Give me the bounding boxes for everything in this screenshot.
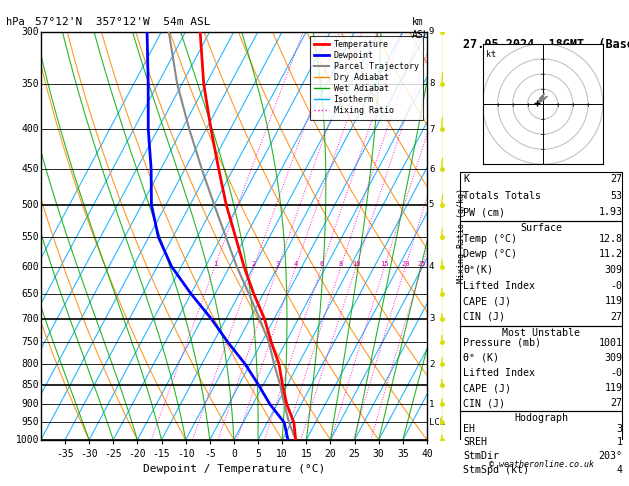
Text: 300: 300 [21, 27, 39, 36]
Text: 25: 25 [418, 260, 426, 267]
Text: 1: 1 [616, 437, 623, 448]
Text: 400: 400 [21, 124, 39, 134]
Text: 309: 309 [604, 353, 623, 363]
Text: 15: 15 [381, 260, 389, 267]
Text: 3: 3 [276, 260, 280, 267]
Text: CIN (J): CIN (J) [463, 398, 505, 408]
Text: 4: 4 [429, 262, 434, 271]
Text: 1: 1 [213, 260, 217, 267]
Text: 10: 10 [352, 260, 360, 267]
Text: © weatheronline.co.uk: © weatheronline.co.uk [489, 460, 594, 469]
Text: EH: EH [463, 423, 475, 434]
Text: 27: 27 [611, 174, 623, 185]
Text: 12.8: 12.8 [598, 234, 623, 243]
Text: 1.93: 1.93 [598, 207, 623, 217]
Text: 1001: 1001 [598, 338, 623, 348]
Text: LCL: LCL [429, 418, 445, 427]
Text: 5: 5 [429, 200, 434, 209]
Text: PW (cm): PW (cm) [463, 207, 505, 217]
Text: CAPE (J): CAPE (J) [463, 296, 511, 306]
Legend: Temperature, Dewpoint, Parcel Trajectory, Dry Adiabat, Wet Adiabat, Isotherm, Mi: Temperature, Dewpoint, Parcel Trajectory… [310, 36, 423, 120]
Text: 27: 27 [611, 312, 623, 322]
Text: 8: 8 [429, 79, 434, 88]
Text: CAPE (J): CAPE (J) [463, 383, 511, 393]
Text: 500: 500 [21, 200, 39, 210]
Text: 650: 650 [21, 289, 39, 299]
Text: 20: 20 [401, 260, 409, 267]
X-axis label: Dewpoint / Temperature (°C): Dewpoint / Temperature (°C) [143, 465, 325, 474]
Text: 203°: 203° [598, 451, 623, 461]
Text: km: km [412, 17, 424, 27]
Text: SREH: SREH [463, 437, 487, 448]
Text: 1000: 1000 [16, 435, 39, 445]
Text: θᵉ(K): θᵉ(K) [463, 265, 493, 275]
Text: 2: 2 [429, 360, 434, 369]
Text: 4: 4 [294, 260, 298, 267]
Text: 700: 700 [21, 314, 39, 324]
Text: Totals Totals: Totals Totals [463, 191, 541, 201]
Text: 750: 750 [21, 337, 39, 347]
Text: CIN (J): CIN (J) [463, 312, 505, 322]
Text: -0: -0 [611, 280, 623, 291]
Text: ASL: ASL [412, 30, 430, 40]
Text: K: K [463, 174, 469, 185]
Text: 309: 309 [604, 265, 623, 275]
Text: 6: 6 [429, 165, 434, 174]
Text: 4: 4 [616, 465, 623, 475]
Text: 27.05.2024  18GMT  (Base: 06): 27.05.2024 18GMT (Base: 06) [463, 38, 629, 51]
Text: Pressure (mb): Pressure (mb) [463, 338, 541, 348]
Text: Lifted Index: Lifted Index [463, 368, 535, 378]
Text: 27: 27 [611, 398, 623, 408]
Text: 53: 53 [611, 191, 623, 201]
Text: 6: 6 [320, 260, 324, 267]
Text: StmDir: StmDir [463, 451, 499, 461]
Text: StmSpd (kt): StmSpd (kt) [463, 465, 529, 475]
Text: 119: 119 [604, 383, 623, 393]
Text: 8: 8 [339, 260, 343, 267]
Text: 1: 1 [429, 399, 434, 409]
Text: 450: 450 [21, 164, 39, 174]
Text: 800: 800 [21, 359, 39, 369]
Text: 3: 3 [616, 423, 623, 434]
Text: Lifted Index: Lifted Index [463, 280, 535, 291]
Text: 900: 900 [21, 399, 39, 409]
Text: 350: 350 [21, 79, 39, 89]
Text: 550: 550 [21, 232, 39, 242]
Text: Dewp (°C): Dewp (°C) [463, 249, 517, 260]
Text: Most Unstable: Most Unstable [502, 328, 580, 338]
Text: 11.2: 11.2 [598, 249, 623, 260]
Text: 57°12'N  357°12'W  54m ASL: 57°12'N 357°12'W 54m ASL [35, 17, 210, 27]
Text: Hodograph: Hodograph [514, 413, 568, 423]
Text: 119: 119 [604, 296, 623, 306]
Text: 7: 7 [429, 124, 434, 134]
Text: -0: -0 [611, 368, 623, 378]
Text: 9: 9 [429, 27, 434, 36]
Text: Surface: Surface [520, 224, 562, 233]
Text: 3: 3 [429, 314, 434, 323]
Text: Mixing Ratio (g/kg): Mixing Ratio (g/kg) [457, 188, 466, 283]
Text: 950: 950 [21, 417, 39, 428]
Text: 850: 850 [21, 380, 39, 390]
Text: hPa: hPa [6, 17, 25, 27]
Text: θᵉ (K): θᵉ (K) [463, 353, 499, 363]
Text: 600: 600 [21, 261, 39, 272]
Text: 2: 2 [252, 260, 256, 267]
Text: Temp (°C): Temp (°C) [463, 234, 517, 243]
